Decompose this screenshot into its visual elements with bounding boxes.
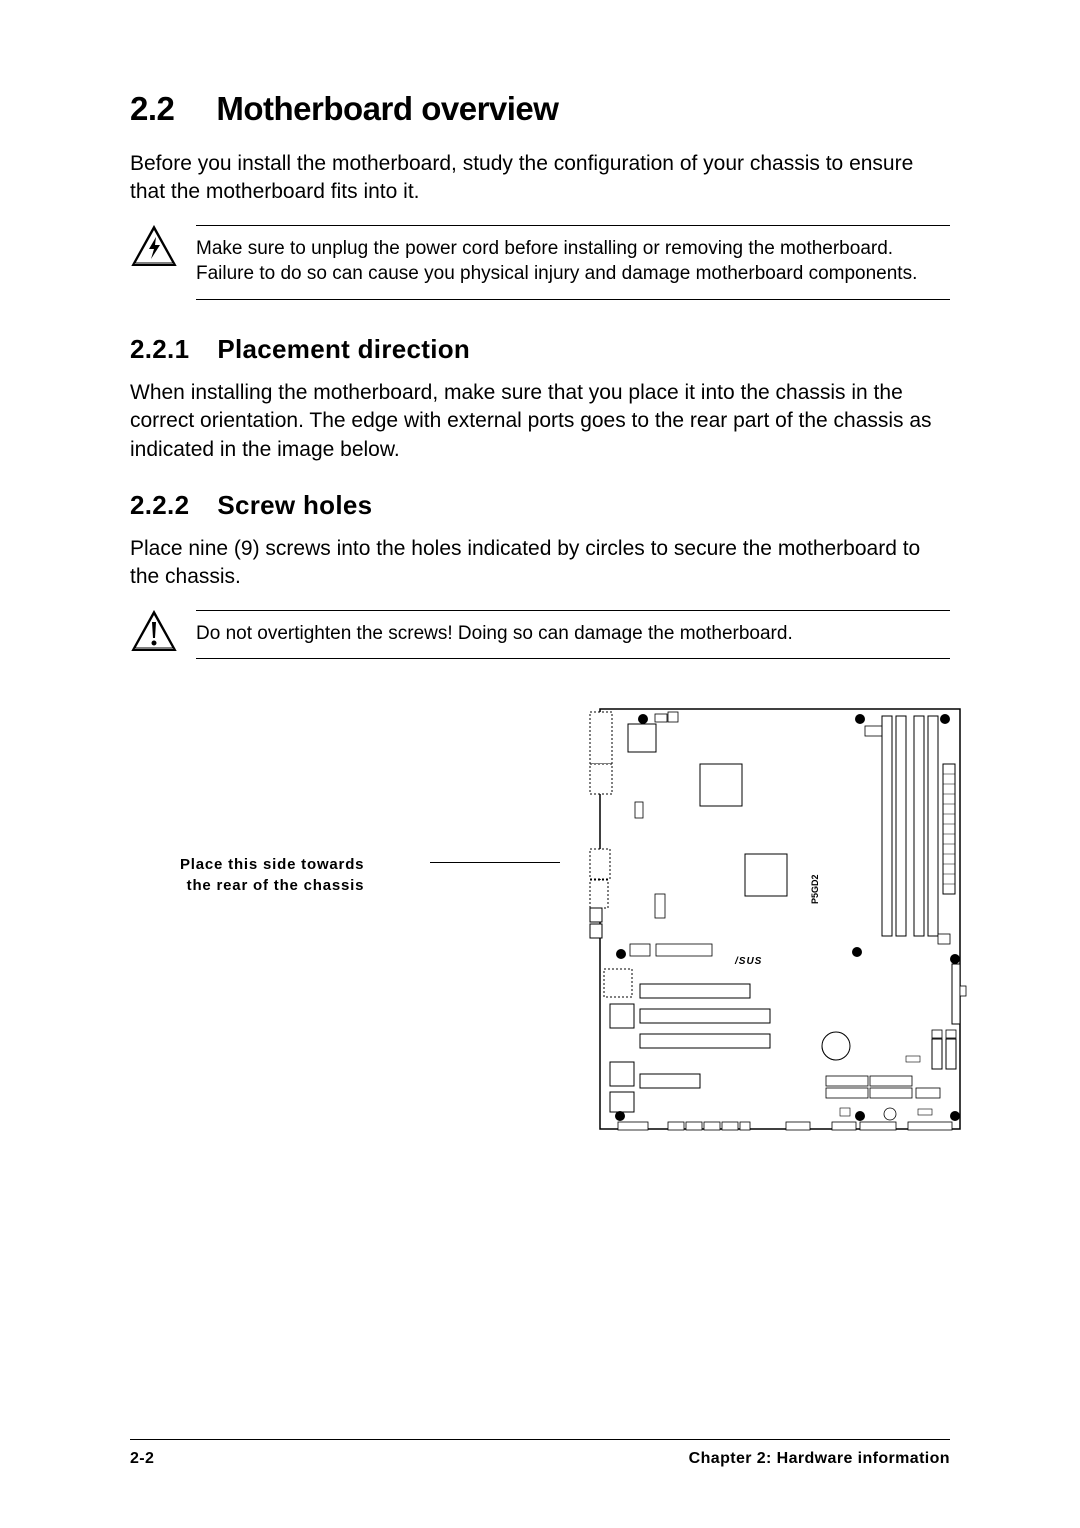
screw-hole (855, 1111, 865, 1121)
section-heading: 2.2 Motherboard overview (130, 90, 950, 128)
screw-hole (638, 714, 648, 724)
screw-hole (855, 714, 865, 724)
subsection-221-heading: 2.2.1 Placement direction (130, 334, 950, 365)
subsection-222-heading: 2.2.2 Screw holes (130, 490, 950, 521)
intro-paragraph: Before you install the motherboard, stud… (130, 150, 950, 207)
model-text: P5GD2 (810, 875, 820, 905)
chapter-label: Chapter 2: Hardware information (689, 1450, 950, 1468)
sub-title-221: Placement direction (217, 334, 470, 364)
sub-title-222: Screw holes (217, 490, 372, 520)
brand-text: /SUS (734, 956, 762, 967)
label-line1: Place this side towards (180, 856, 364, 873)
page-footer: 2-2 Chapter 2: Hardware information (130, 1439, 950, 1468)
motherboard-svg: /SUS P5GD2 (560, 704, 970, 1144)
screw-hole (615, 1111, 625, 1121)
sub-number-222: 2.2.2 (130, 490, 189, 520)
body-222: Place nine (9) screws into the holes ind… (130, 535, 950, 592)
exclamation-caution-icon (130, 610, 178, 656)
warning-text: Make sure to unplug the power cord befor… (196, 225, 950, 300)
label-line2: the rear of the chassis (187, 877, 365, 894)
page-number: 2-2 (130, 1450, 154, 1468)
screw-hole (950, 954, 960, 964)
screw-hole (616, 949, 626, 959)
warning-note: Make sure to unplug the power cord befor… (130, 225, 950, 300)
screw-hole (950, 1111, 960, 1121)
heading-title: Motherboard overview (216, 90, 558, 127)
screw-hole (852, 947, 862, 957)
diagram-rear-label: Place this side towards the rear of the … (180, 854, 364, 896)
lightning-warning-icon (130, 225, 178, 271)
body-221: When installing the motherboard, make su… (130, 379, 950, 464)
caution-text: Do not overtighten the screws! Doing so … (196, 610, 950, 660)
screw-hole (940, 714, 950, 724)
sub-number-221: 2.2.1 (130, 334, 189, 364)
heading-number: 2.2 (130, 90, 174, 127)
caution-note: Do not overtighten the screws! Doing so … (130, 610, 950, 660)
label-leader-line (430, 862, 560, 863)
motherboard-diagram: Place this side towards the rear of the … (130, 709, 950, 1209)
